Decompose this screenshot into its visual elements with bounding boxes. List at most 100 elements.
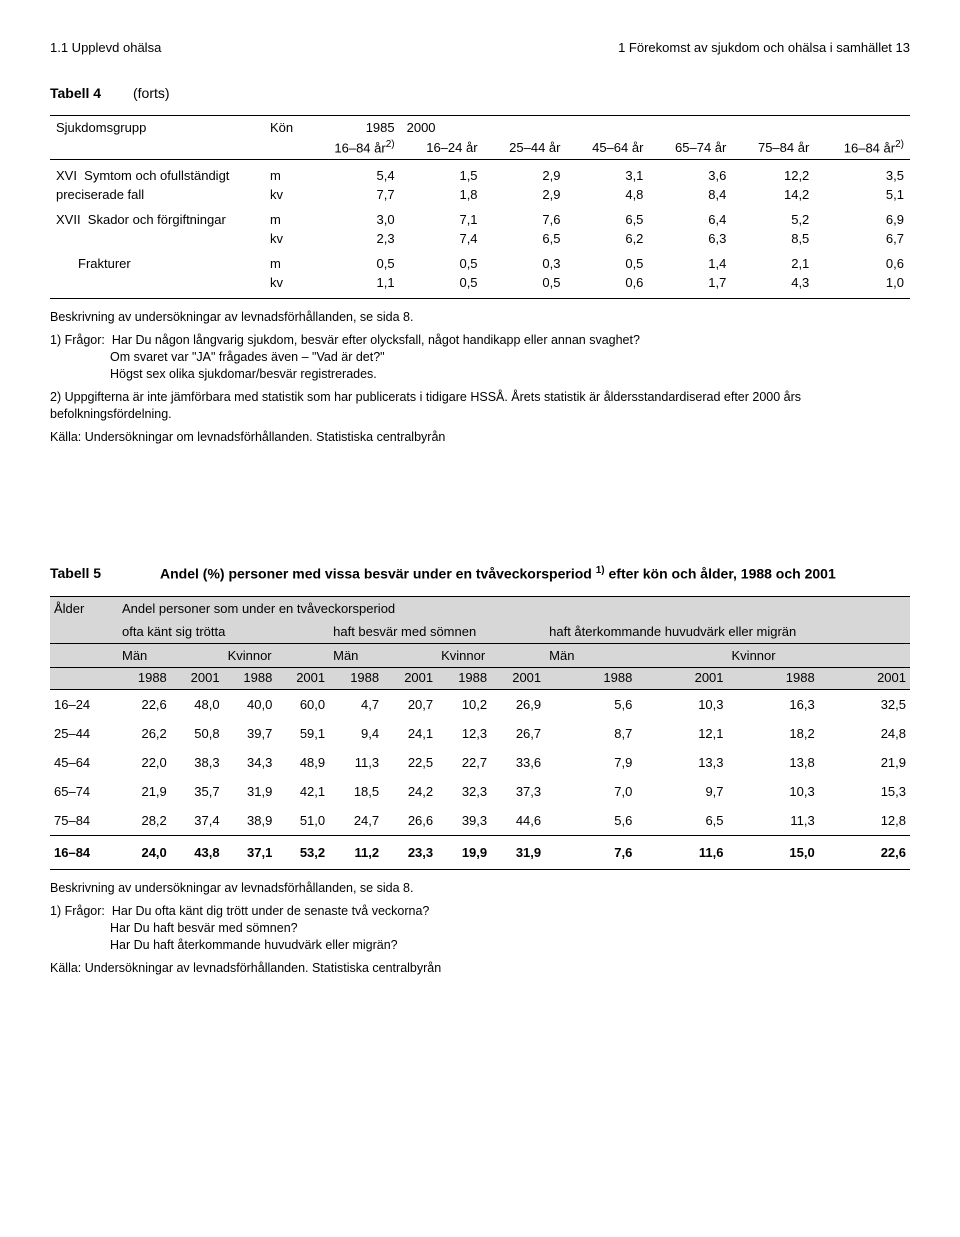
cell: 21,9 [819, 748, 910, 777]
cell: 37,1 [224, 836, 277, 870]
note-kalla: Källa: Undersökningar om levnadsförhålla… [50, 429, 910, 446]
cell: Frakturer [50, 248, 264, 273]
cell: 1,8 [401, 185, 484, 204]
cell: 19,9 [437, 836, 491, 870]
table-row: kv1,10,50,50,61,74,31,0 [50, 273, 910, 299]
col-year: 1988 [437, 668, 491, 690]
note-kalla: Källa: Undersökningar av levnadsförhålla… [50, 960, 910, 977]
table-row: preciserade fallkv7,71,82,94,88,414,25,1 [50, 185, 910, 204]
cell: kv [264, 229, 306, 248]
cell: 59,1 [276, 719, 329, 748]
table-row: Frakturerm0,50,50,30,51,42,10,6 [50, 248, 910, 273]
table-row: Sjukdomsgrupp Kön 1985 2000 [50, 116, 910, 138]
table-row: kv2,37,46,56,26,38,56,7 [50, 229, 910, 248]
table-row: 19882001 19882001 19882001 19882001 1988… [50, 668, 910, 690]
note-beskr: Beskrivning av undersökningar av levnads… [50, 309, 910, 326]
cell: 32,3 [437, 777, 491, 806]
cell: 7,4 [401, 229, 484, 248]
cell: 3,5 [815, 160, 910, 186]
cell: 35,7 [171, 777, 224, 806]
col-sub: Andel personer som under en tvåveckorspe… [118, 597, 910, 621]
cell: 1,0 [815, 273, 910, 299]
cell: 53,2 [276, 836, 329, 870]
table-row: Män Kvinnor Män Kvinnor Män Kvinnor [50, 644, 910, 668]
cell: 39,7 [224, 719, 277, 748]
col-kv: Kvinnor [728, 644, 910, 668]
cell: 37,3 [491, 777, 545, 806]
cell: 18,5 [329, 777, 383, 806]
col-man: Män [329, 644, 437, 668]
cell: XVII Skador och förgiftningar [50, 204, 264, 229]
cell: 6,2 [566, 229, 649, 248]
cell: 20,7 [383, 690, 437, 720]
col-1985: 1985 [306, 116, 401, 138]
col-g2: haft besvär med sömnen [329, 620, 545, 644]
cell: 4,7 [329, 690, 383, 720]
cell: 7,7 [306, 185, 401, 204]
cell: 10,3 [636, 690, 727, 720]
table-row: XVII Skador och förgiftningarm3,07,17,66… [50, 204, 910, 229]
cell: 15,0 [728, 836, 819, 870]
cell: 23,3 [383, 836, 437, 870]
cell: 33,6 [491, 748, 545, 777]
cell: 14,2 [732, 185, 815, 204]
col-age: 65–74 år [649, 137, 732, 160]
col-2000: 2000 [401, 116, 910, 138]
col-age: 75–84 år [732, 137, 815, 160]
cell: 24,8 [819, 719, 910, 748]
cell: 1,5 [401, 160, 484, 186]
table-row: 65–7421,935,731,942,118,524,232,337,37,0… [50, 777, 910, 806]
cell: 45–64 [50, 748, 118, 777]
cell: 3,6 [649, 160, 732, 186]
cell: 11,2 [329, 836, 383, 870]
cell: 8,4 [649, 185, 732, 204]
cell: 24,0 [118, 836, 171, 870]
col-g3: haft återkommande huvudvärk eller migrän [545, 620, 910, 644]
cell: 16,3 [728, 690, 819, 720]
cell: 12,3 [437, 719, 491, 748]
table-row: 45–6422,038,334,348,911,322,522,733,67,9… [50, 748, 910, 777]
cell: m [264, 248, 306, 273]
cell: 44,6 [491, 806, 545, 836]
col-year: 1988 [224, 668, 277, 690]
cell: 43,8 [171, 836, 224, 870]
col-year: 2001 [171, 668, 224, 690]
cell: 24,7 [329, 806, 383, 836]
cell: 4,3 [732, 273, 815, 299]
cell [50, 273, 264, 299]
cell: 0,3 [484, 248, 567, 273]
cell: 22,0 [118, 748, 171, 777]
cell: 18,2 [728, 719, 819, 748]
cell: 6,5 [484, 229, 567, 248]
col-age: 16–84 år2) [306, 137, 401, 160]
col-year: 1988 [545, 668, 636, 690]
cell: 39,3 [437, 806, 491, 836]
cell: 42,1 [276, 777, 329, 806]
cell: 75–84 [50, 806, 118, 836]
cell: 50,8 [171, 719, 224, 748]
tabell5-table: Ålder Andel personer som under en tvåvec… [50, 596, 910, 870]
cell: 0,5 [401, 273, 484, 299]
col-age: 45–64 år [566, 137, 649, 160]
cell: 6,5 [636, 806, 727, 836]
col-age: 25–44 år [484, 137, 567, 160]
cell: 1,4 [649, 248, 732, 273]
tabell4-table: Sjukdomsgrupp Kön 1985 2000 16–84 år2) 1… [50, 115, 910, 299]
cell: 5,2 [732, 204, 815, 229]
col-age: 16–84 år2) [815, 137, 910, 160]
cell: 48,9 [276, 748, 329, 777]
table-row: ofta känt sig trötta haft besvär med söm… [50, 620, 910, 644]
cell: 22,5 [383, 748, 437, 777]
cell: 2,3 [306, 229, 401, 248]
table-row: 16–84 år2) 16–24 år 25–44 år 45–64 år 65… [50, 137, 910, 160]
col-man: Män [118, 644, 224, 668]
cell: 11,3 [728, 806, 819, 836]
cell: 15,3 [819, 777, 910, 806]
cell: 8,7 [545, 719, 636, 748]
cell: 16–24 [50, 690, 118, 720]
tabell5-notes: Beskrivning av undersökningar av levnads… [50, 880, 910, 976]
cell: 37,4 [171, 806, 224, 836]
cell: 9,7 [636, 777, 727, 806]
table-row-total: 16–8424,043,837,153,211,223,319,931,97,6… [50, 836, 910, 870]
header-right: 1 Förekomst av sjukdom och ohälsa i samh… [618, 40, 910, 55]
